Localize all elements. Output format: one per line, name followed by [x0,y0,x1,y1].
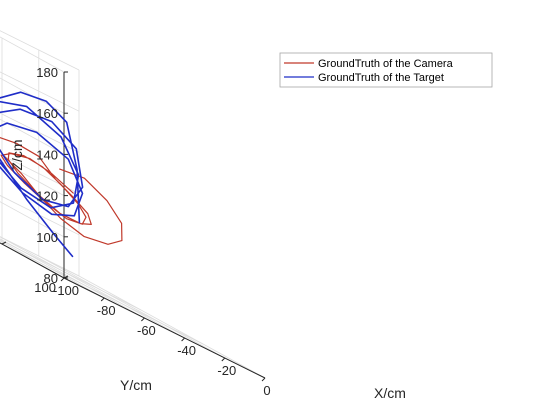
grid-back-z-line [0,112,80,153]
y-tick-mark [1,241,7,245]
x-tick-mark [221,357,226,362]
y-tick-label: 100 [34,280,56,295]
grid-back-z-line [0,153,80,194]
x-tick-label: -100 [53,283,79,298]
z-tick-label: 180 [36,65,58,80]
z-tick-label: 140 [36,147,58,162]
x-tick-label: 0 [263,383,270,398]
grid-floor-x-line [38,255,225,359]
x-tick-label: -80 [97,303,116,318]
series-line-target [0,91,84,258]
grid-floor-x-line [78,275,266,379]
x-tick-mark [261,377,266,382]
x-tick-label: -60 [137,323,156,338]
x-tick-label: -40 [177,343,196,358]
tick-label-layer: -100-80-60-40-2001000-100-20080100120140… [34,65,270,398]
legend-entry-camera: GroundTruth of the Camera [318,58,454,70]
grid-left-z-line [0,201,65,238]
z-tick-label: 120 [36,189,58,204]
grid-left-z-line [0,118,65,155]
grid-floor-x-line [0,236,185,339]
grid-back-z-line [0,195,80,236]
x-tick-mark [181,337,185,342]
legend-entry-target: GroundTruth of the Target [318,72,444,84]
legend: GroundTruth of the Camera GroundTruth of… [279,52,493,88]
z-tick-label: 160 [36,106,58,121]
y-axis-label: Y/cm [120,377,152,393]
grid-back-z-line [0,71,80,112]
x-tick-mark [100,297,105,302]
x-tick-mark [60,277,65,282]
x-tick-label: -20 [217,363,236,378]
legend-box [279,52,493,88]
grid-floor-x-line [0,238,145,319]
grid-floor-x-line [0,240,105,299]
grid-left-z-line [0,77,65,114]
z-tick-label: 100 [36,230,58,245]
grid-back-z-line [0,30,80,71]
grid-floor-y-line [0,239,142,311]
x-tick-mark [141,317,145,322]
grid-left-z-line [0,160,65,196]
grid-back-z-line [0,236,80,277]
axes-box [0,71,266,382]
x-axis-line [63,277,266,379]
z-axis-label: Z/cm [9,139,25,170]
x-axis-label: X/cm [374,385,406,401]
y-axis-line [0,242,65,279]
series-layer [0,91,123,258]
z-tick-label: 80 [44,271,58,286]
grid-left-z-line [0,36,65,73]
grid-floor-y-line [1,243,204,345]
